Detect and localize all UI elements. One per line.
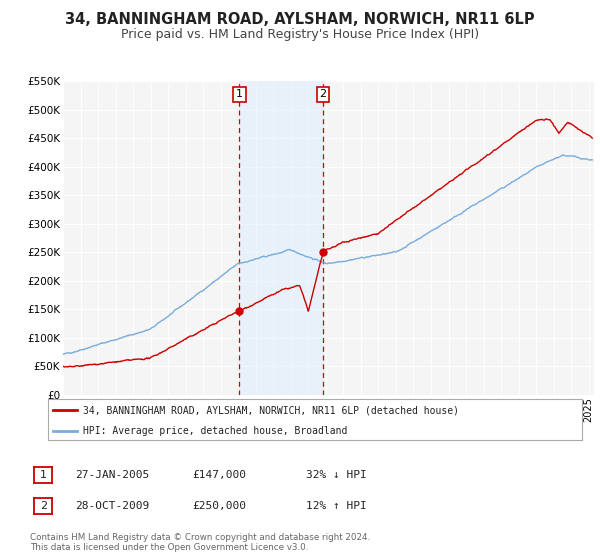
Text: 2: 2	[319, 89, 326, 99]
Text: Contains HM Land Registry data © Crown copyright and database right 2024.: Contains HM Land Registry data © Crown c…	[30, 533, 370, 542]
Text: 2: 2	[40, 501, 47, 511]
Text: This data is licensed under the Open Government Licence v3.0.: This data is licensed under the Open Gov…	[30, 543, 308, 552]
Text: 27-JAN-2005: 27-JAN-2005	[75, 470, 149, 480]
Text: 34, BANNINGHAM ROAD, AYLSHAM, NORWICH, NR11 6LP: 34, BANNINGHAM ROAD, AYLSHAM, NORWICH, N…	[65, 12, 535, 27]
Text: 32% ↓ HPI: 32% ↓ HPI	[306, 470, 367, 480]
Text: 1: 1	[236, 89, 243, 99]
Bar	[239, 81, 323, 395]
Text: 28-OCT-2009: 28-OCT-2009	[75, 501, 149, 511]
Text: £250,000: £250,000	[192, 501, 246, 511]
Text: 12% ↑ HPI: 12% ↑ HPI	[306, 501, 367, 511]
Text: £147,000: £147,000	[192, 470, 246, 480]
Text: 1: 1	[40, 470, 47, 480]
Text: HPI: Average price, detached house, Broadland: HPI: Average price, detached house, Broa…	[83, 426, 347, 436]
Text: 34, BANNINGHAM ROAD, AYLSHAM, NORWICH, NR11 6LP (detached house): 34, BANNINGHAM ROAD, AYLSHAM, NORWICH, N…	[83, 405, 459, 416]
Text: Price paid vs. HM Land Registry's House Price Index (HPI): Price paid vs. HM Land Registry's House …	[121, 28, 479, 41]
